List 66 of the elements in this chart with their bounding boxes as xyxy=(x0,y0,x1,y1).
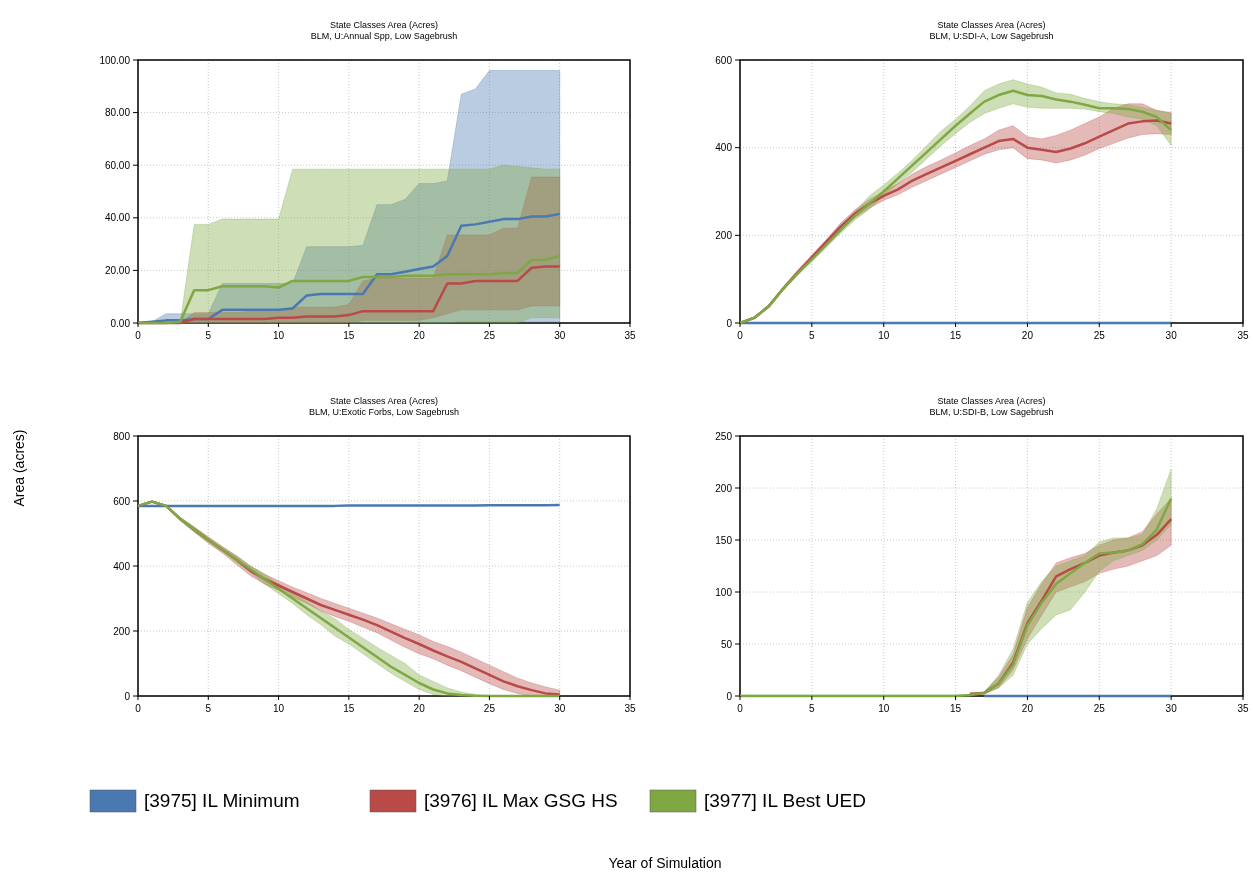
x-tick-label: 35 xyxy=(624,703,636,714)
y-tick-label: 0 xyxy=(726,317,733,329)
chart-title: State Classes Area (Acres) xyxy=(937,20,1046,30)
x-tick-label: 5 xyxy=(809,330,816,341)
x-tick-label: 35 xyxy=(1237,330,1249,341)
x-tick-label: 30 xyxy=(554,703,566,714)
y-tick-label: 800 xyxy=(113,430,131,442)
y-tick-label: 200 xyxy=(715,229,733,241)
x-tick-label: 30 xyxy=(1165,703,1178,714)
chart-title: State Classes Area (Acres) xyxy=(329,396,439,406)
x-tick-label: 0 xyxy=(135,330,142,341)
x-tick-label: 20 xyxy=(1021,703,1034,714)
x-tick-label: 5 xyxy=(205,703,212,714)
y-tick-label: 0.00 xyxy=(110,317,131,329)
x-tick-label: 35 xyxy=(1237,703,1249,714)
y-tick-label: 400 xyxy=(715,142,733,154)
legend-label: [3977] IL Best UED xyxy=(704,790,866,811)
x-tick-label: 20 xyxy=(413,703,426,714)
x-tick-label: 0 xyxy=(737,703,744,714)
x-tick-label: 30 xyxy=(554,330,566,341)
x-tick-label: 25 xyxy=(1093,330,1106,341)
chart-subtitle: BLM, U:SDI-B, Low Sagebrush xyxy=(929,407,1054,417)
x-tick-label: 15 xyxy=(950,330,962,341)
x-tick-label: 20 xyxy=(1021,330,1034,341)
legend-label: [3976] IL Max GSG HS xyxy=(424,790,618,811)
y-axis-title: Area (acres) xyxy=(11,429,27,507)
y-tick-label: 200 xyxy=(113,625,131,637)
y-tick-label: 60.00 xyxy=(104,159,131,171)
x-tick-label: 35 xyxy=(624,330,636,341)
x-tick-label: 10 xyxy=(273,330,285,341)
x-tick-label: 25 xyxy=(483,330,496,341)
chart-subtitle: BLM, U:Exotic Forbs, Low Sagebrush xyxy=(308,407,460,417)
x-tick-label: 15 xyxy=(950,703,962,714)
y-tick-label: 0 xyxy=(726,690,733,702)
y-tick-label: 80.00 xyxy=(104,107,131,119)
y-tick-label: 100 xyxy=(715,586,733,598)
x-tick-label: 0 xyxy=(737,330,744,341)
y-tick-label: 0 xyxy=(124,690,131,702)
x-tick-label: 5 xyxy=(809,703,816,714)
chart-subtitle: BLM, U:SDI-A, Low Sagebrush xyxy=(929,31,1054,41)
x-tick-label: 0 xyxy=(135,703,142,714)
y-tick-label: 200 xyxy=(715,482,733,494)
y-tick-label: 50 xyxy=(720,638,733,650)
legend-label: [3975] IL Minimum xyxy=(144,790,300,811)
x-tick-label: 20 xyxy=(413,330,426,341)
x-tick-label: 15 xyxy=(343,703,355,714)
y-tick-label: 40.00 xyxy=(104,212,131,224)
y-tick-label: 20.00 xyxy=(104,264,131,276)
x-tick-label: 5 xyxy=(205,330,212,341)
y-tick-label: 100.00 xyxy=(99,54,131,66)
chart-title: State Classes Area (Acres) xyxy=(937,396,1046,406)
x-tick-label: 25 xyxy=(1093,703,1106,714)
chart-subtitle: BLM, U:Annual Spp, Low Sagebrush xyxy=(310,31,458,41)
y-tick-label: 400 xyxy=(113,560,131,572)
x-tick-label: 25 xyxy=(483,703,496,714)
y-tick-label: 600 xyxy=(113,495,131,507)
x-tick-label: 15 xyxy=(343,330,355,341)
x-tick-label: 10 xyxy=(878,330,890,341)
y-tick-label: 150 xyxy=(715,534,733,546)
x-tick-label: 10 xyxy=(273,703,285,714)
x-tick-label: 30 xyxy=(1165,330,1178,341)
y-tick-label: 250 xyxy=(715,430,733,442)
x-tick-label: 10 xyxy=(878,703,890,714)
chart-title: State Classes Area (Acres) xyxy=(329,20,439,30)
y-tick-label: 600 xyxy=(715,54,733,66)
x-axis-title: Year of Simulation xyxy=(608,855,722,871)
